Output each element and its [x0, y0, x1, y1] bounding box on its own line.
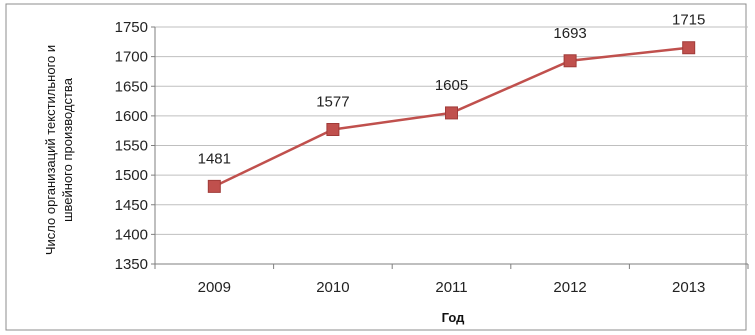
data-label: 1605 — [435, 77, 468, 94]
data-label: 1715 — [672, 12, 705, 29]
y-tick-label: 1700 — [115, 49, 148, 66]
y-tick-label: 1650 — [115, 78, 148, 95]
data-labels: 1481 1577 1605 1693 1715 — [198, 12, 706, 168]
data-point-marker — [445, 106, 458, 120]
y-tick-label: 1400 — [115, 226, 148, 243]
data-label: 1577 — [316, 94, 349, 111]
x-tick-label: 2012 — [553, 279, 586, 296]
y-tick-label: 1750 — [115, 19, 148, 36]
data-label: 1693 — [553, 25, 586, 42]
y-tick-label: 1350 — [115, 256, 148, 273]
x-axis-title: Год — [442, 310, 465, 325]
y-tick-label: 1450 — [115, 197, 148, 214]
chart-frame — [5, 3, 747, 331]
data-point-marker — [682, 41, 696, 55]
x-tick-label: 2009 — [198, 279, 231, 296]
series-markers — [207, 41, 696, 193]
axes — [151, 26, 749, 269]
data-point-marker — [326, 123, 340, 137]
y-tick-label: 1600 — [115, 108, 148, 125]
data-point-marker — [563, 54, 577, 68]
y-tick-label: 1500 — [115, 167, 148, 184]
data-label: 1481 — [198, 150, 231, 167]
x-tick-label: 2013 — [672, 279, 705, 296]
x-tick-label: 2011 — [435, 279, 467, 296]
x-tick-labels: 2009 2010 2011 2012 2013 — [198, 279, 706, 296]
data-point-marker — [207, 179, 221, 193]
x-tick-label: 2010 — [316, 279, 349, 296]
y-tick-label: 1550 — [115, 138, 148, 155]
y-axis-title-line-1: Число организаций текстильного и — [43, 45, 58, 255]
y-axis-title-line-2: швейного производства — [60, 77, 75, 222]
y-tick-labels: 1350 1400 1450 1500 1550 1600 1650 1700 1750 — [115, 19, 148, 273]
